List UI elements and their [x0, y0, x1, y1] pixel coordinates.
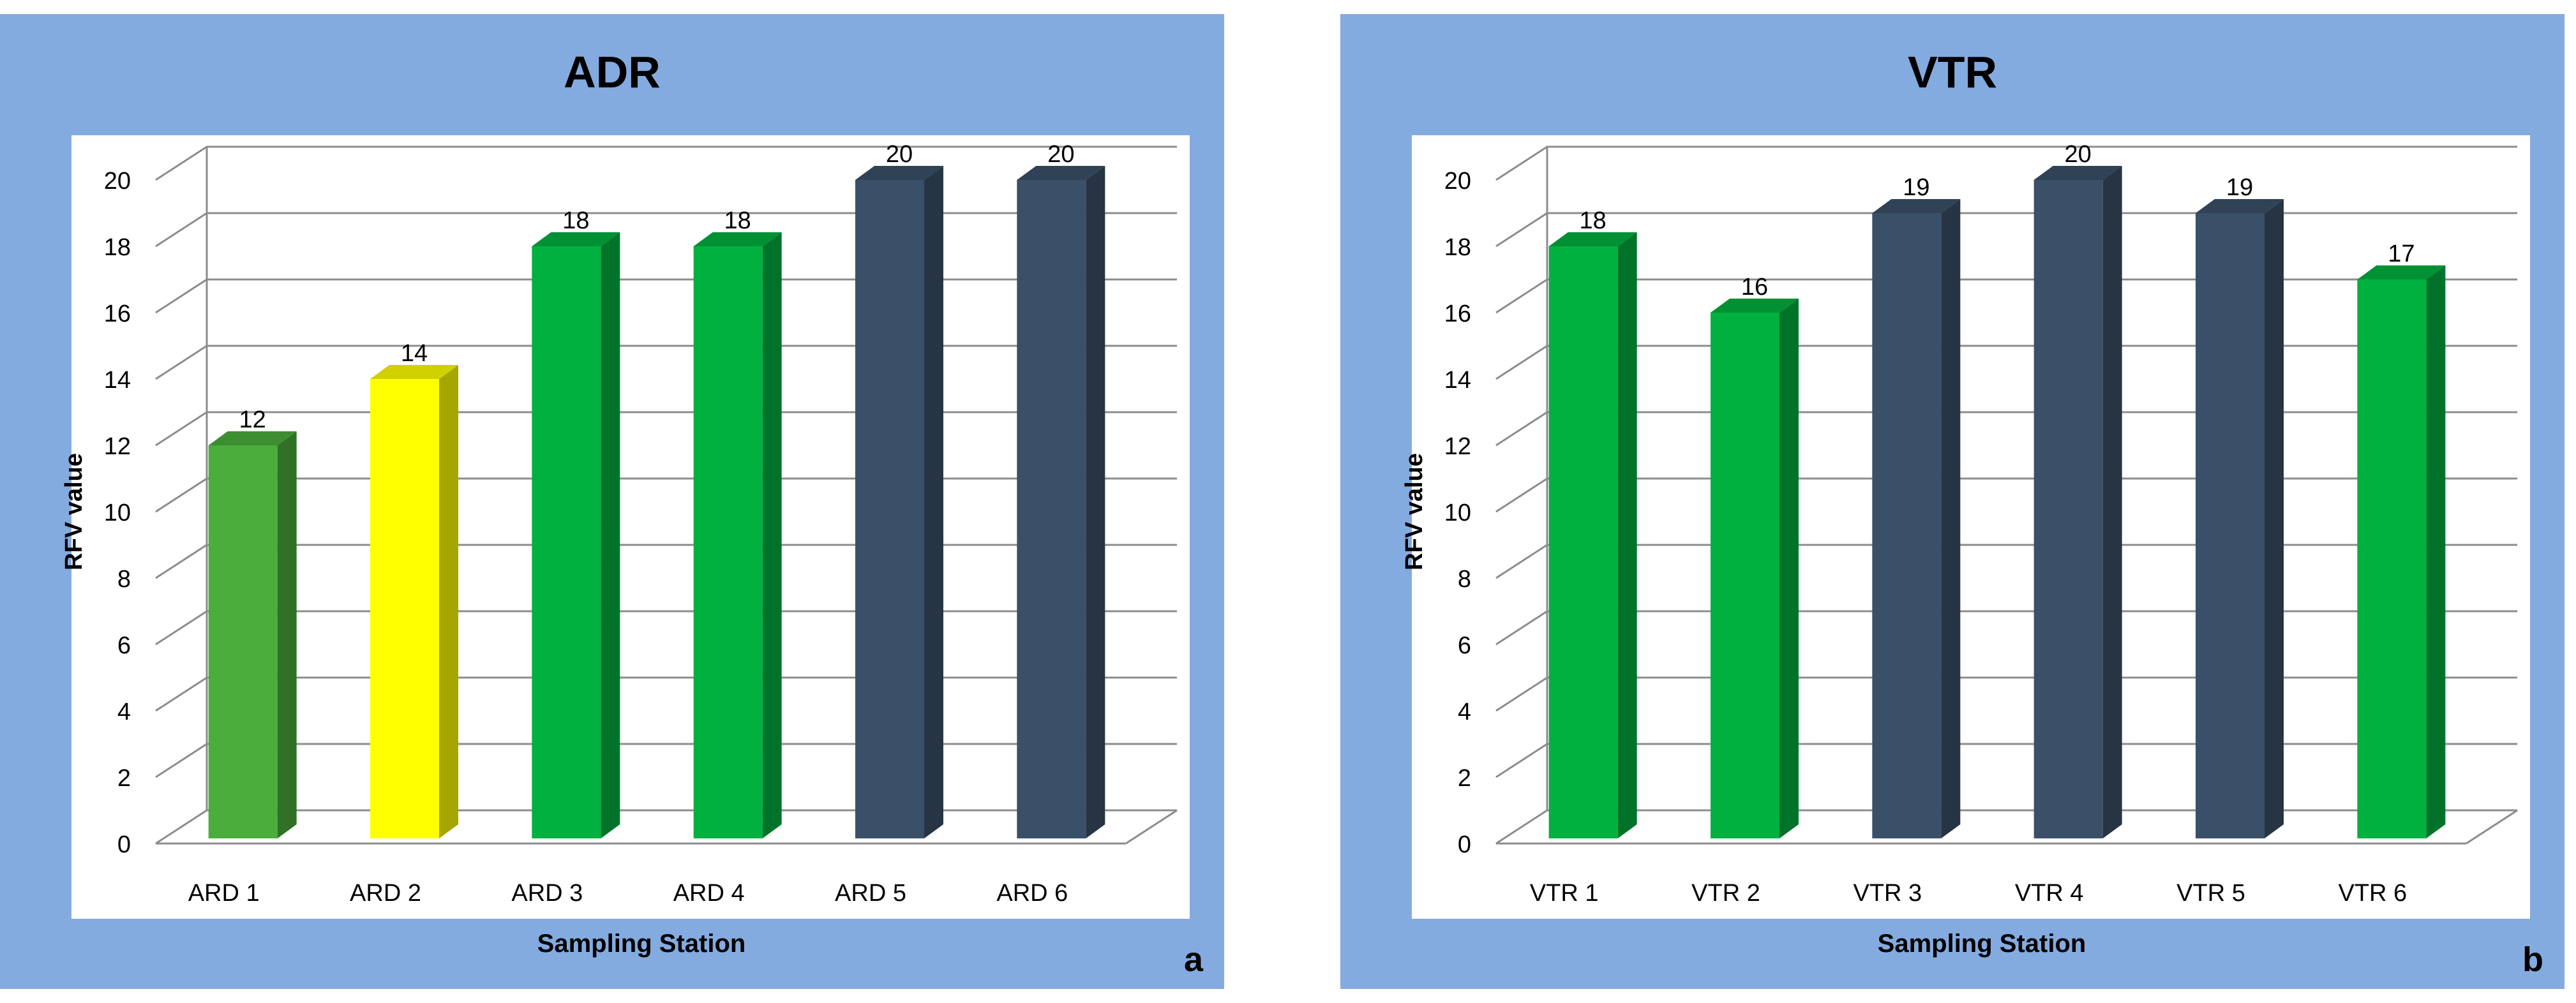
bar-side [1086, 166, 1105, 838]
x-tick-label: ARD 3 [511, 880, 583, 907]
bar-side [277, 431, 297, 838]
data-label: 19 [1903, 174, 1929, 201]
y-tick-label: 10 [1444, 500, 1471, 526]
x-tick-label: ARD 1 [188, 880, 260, 907]
y-tick-label: 10 [104, 500, 131, 526]
y-tick-label: 8 [117, 566, 131, 593]
y-tick-label: 14 [104, 367, 131, 394]
bar [370, 379, 439, 838]
x-tick-label: ARD 6 [996, 880, 1068, 907]
x-tick-label: VTR 6 [2338, 880, 2407, 907]
y-tick-label: 6 [117, 632, 131, 659]
bar-side [2426, 265, 2446, 838]
y-tick-label: 18 [1444, 234, 1471, 261]
data-label: 18 [724, 207, 751, 234]
chart-title: VTR [1908, 47, 1997, 97]
chart-panel-vtr: VTR 0 2 4 6 8 10 12 14 16 18 20 18 VTR 1 16 VTR 2 19 VTR … [1340, 14, 2565, 989]
data-label: 12 [239, 406, 266, 433]
bar-side [762, 232, 782, 838]
data-label: 19 [2226, 174, 2253, 201]
y-tick-label: 4 [117, 699, 131, 725]
bar-side [1941, 199, 1961, 838]
bar [532, 246, 601, 838]
chart-svg-vtr: VTR 0 2 4 6 8 10 12 14 16 18 20 18 VTR 1 16 VTR 2 19 VTR … [1401, 47, 2543, 979]
data-label: 18 [1580, 207, 1606, 234]
bar-top [532, 232, 620, 246]
floor-right-edge [1125, 809, 1178, 845]
x-tick-label: VTR 1 [1530, 880, 1599, 907]
y-axis-label: RFV value [1401, 453, 1428, 570]
bar-side [2102, 166, 2122, 838]
chart-svg-adr: ADR 0 2 4 6 8 10 12 14 16 18 20 12 ARD 1 14 ARD 2 18 ARD … [61, 47, 1204, 979]
data-label: 20 [886, 141, 913, 168]
x-tick-label: ARD 5 [835, 880, 906, 907]
chart-panel-adr: ADR 0 2 4 6 8 10 12 14 16 18 20 12 ARD 1 14 ARD 2 18 ARD … [0, 14, 1224, 989]
x-tick-label: ARD 2 [350, 880, 421, 907]
y-axis-label: RFV value [61, 453, 87, 570]
y-tick-label: 20 [1444, 168, 1471, 195]
bar-side [924, 166, 943, 838]
y-tick-label: 16 [1444, 301, 1471, 327]
data-label: 18 [562, 207, 589, 234]
y-tick-label: 20 [104, 168, 131, 195]
bar-top [2033, 166, 2122, 180]
data-label: 16 [1741, 274, 1768, 301]
bar-top [1872, 199, 1961, 213]
bar-side [439, 365, 458, 838]
data-label: 14 [401, 340, 428, 367]
x-axis-label: Sampling Station [537, 930, 746, 958]
bar [208, 445, 278, 838]
y-tick-label: 12 [1444, 433, 1471, 460]
bar-top [855, 166, 943, 180]
y-tick-label: 0 [1458, 831, 1471, 858]
bar [2357, 279, 2427, 838]
y-tick-label: 4 [1458, 699, 1471, 725]
bar-top [208, 431, 297, 445]
bar-top [2357, 265, 2446, 279]
x-tick-label: VTR 2 [1691, 880, 1760, 907]
bar [2033, 180, 2103, 838]
y-tick-label: 8 [1458, 566, 1471, 593]
x-tick-label: ARD 4 [673, 880, 745, 907]
bar [2196, 213, 2265, 838]
bar-side [1617, 232, 1637, 838]
y-tick-label: 18 [104, 234, 131, 261]
y-tick-label: 6 [1458, 632, 1471, 659]
bar-side [601, 232, 620, 838]
bar-side [1779, 299, 1799, 838]
bar-top [370, 365, 458, 379]
x-tick-label: VTR 5 [2176, 880, 2245, 907]
data-label: 20 [2065, 141, 2092, 168]
bar-top [1548, 232, 1637, 246]
bar-top [693, 232, 782, 246]
bar [1872, 213, 1942, 838]
bar-top [1017, 166, 1105, 180]
x-tick-label: VTR 3 [1853, 880, 1922, 907]
x-axis-label: Sampling Station [1878, 930, 2086, 958]
bar-side [2265, 199, 2284, 838]
bar-top [2196, 199, 2284, 213]
floor-right-edge [2466, 809, 2518, 845]
bar-top [1711, 299, 1799, 313]
panel-label: b [2522, 940, 2543, 979]
bar [1017, 180, 1086, 838]
bar [855, 180, 924, 838]
y-tick-label: 16 [104, 301, 131, 327]
y-tick-label: 0 [117, 831, 131, 858]
chart-title: ADR [564, 47, 661, 97]
bar [1548, 246, 1618, 838]
y-tick-label: 12 [104, 433, 131, 460]
bar [1711, 313, 1779, 838]
bar [693, 246, 763, 838]
x-tick-label: VTR 4 [2015, 880, 2084, 907]
data-label: 20 [1047, 141, 1074, 168]
y-tick-label: 2 [117, 765, 131, 792]
panel-label: a [1184, 940, 1204, 979]
y-tick-label: 2 [1458, 765, 1471, 792]
y-tick-label: 14 [1444, 367, 1471, 394]
data-label: 17 [2388, 241, 2415, 267]
